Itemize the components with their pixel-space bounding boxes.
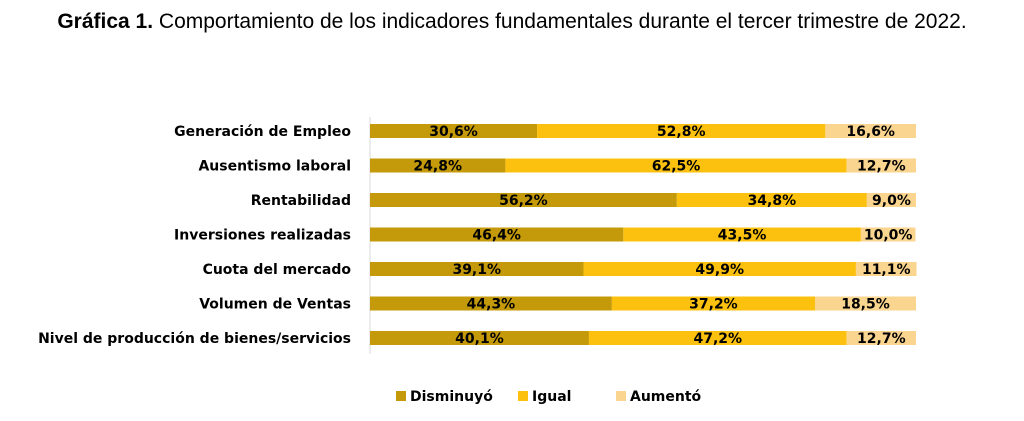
data-label: 46,4% [472,228,521,244]
data-label: 49,9% [695,262,744,278]
data-label: 43,5% [718,228,767,244]
data-label: 37,2% [689,297,738,313]
category-label: Rentabilidad [251,193,351,209]
data-label: 44,3% [467,297,516,313]
legend-swatch [396,391,406,401]
bar-segment-aument [860,227,916,242]
data-label: 16,6% [846,124,895,140]
bar-segment-aument [855,262,917,276]
data-label: 10,0% [864,228,913,244]
category-label: Volumen de Ventas [199,297,351,313]
bar-segment-disminuy [370,193,677,207]
legend-label: Aumentó [630,389,702,405]
legend-swatch [518,391,528,401]
bar-segment-aument [846,331,916,345]
bar-segment-igual [537,124,826,138]
data-label: 24,8% [413,159,462,175]
data-label: 12,7% [857,159,906,175]
chart-title: Gráfica 1. Comportamiento de los indicad… [0,8,1024,35]
data-label: 62,5% [652,159,701,175]
bar-segment-igual [505,158,847,173]
bar-segment-igual [623,227,861,242]
category-label: Ausentismo laboral [198,159,351,175]
bar-segment-aument [825,124,916,138]
data-label: 11,1% [862,262,911,278]
bar-segment-disminuy [370,296,612,311]
bar-segment-disminuy [370,331,589,345]
bar-segment-igual [588,331,847,345]
chart-title-text: Comportamiento de los indicadores fundam… [153,10,967,33]
bar-segment-disminuy [370,124,538,138]
bar-segment-igual [676,193,867,207]
bar-segment-igual [583,262,856,276]
bar-segment-disminuy [370,262,584,276]
data-label: 18,5% [841,297,890,313]
bar-segment-disminuy [370,227,624,242]
data-label: 9,0% [872,193,911,209]
category-label: Generación de Empleo [174,124,351,140]
data-label: 12,7% [857,331,906,347]
data-label: 52,8% [657,124,706,140]
data-label: 30,6% [429,124,478,140]
bar-segment-aument [866,193,916,207]
legend-label: Igual [532,389,571,405]
legend-label: Disminuyó [410,389,493,405]
bar-segment-disminuy [370,158,506,173]
data-label: 34,8% [748,193,797,209]
category-label: Nivel de producción de bienes/servicios [38,331,351,347]
chart-title-lead: Gráfica 1. [57,10,154,33]
bar-segment-aument [814,296,916,311]
data-label: 39,1% [452,262,501,278]
data-label: 56,2% [499,193,548,209]
category-label: Cuota del mercado [203,262,352,278]
data-label: 47,2% [694,331,743,347]
data-label: 40,1% [455,331,504,347]
category-label: Inversiones realizadas [174,228,351,244]
bar-segment-igual [611,296,815,311]
legend-swatch [616,391,626,401]
bar-segment-aument [846,158,916,173]
